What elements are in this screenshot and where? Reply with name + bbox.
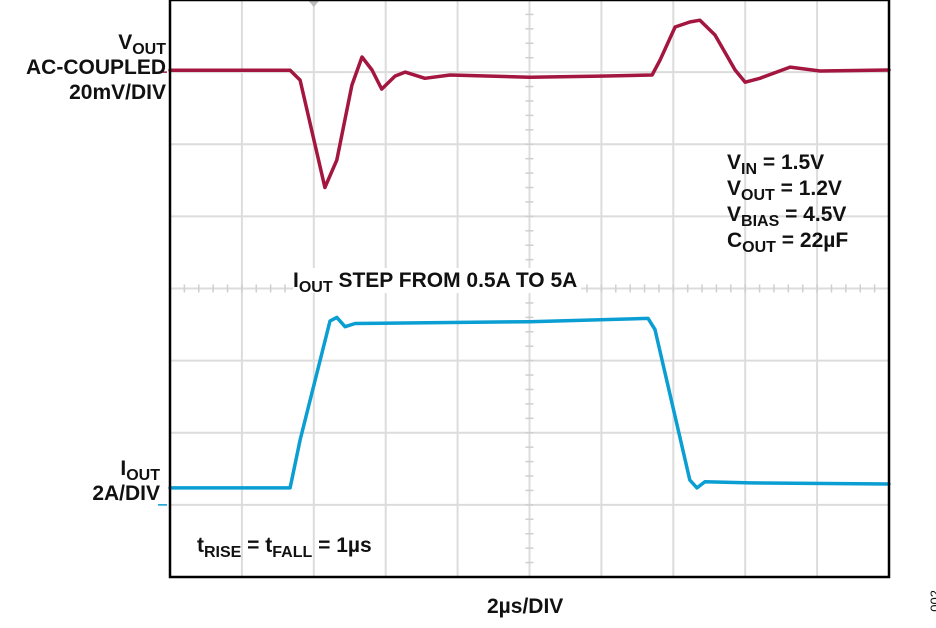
iout-channel-label: IOUT 2A/DIV [92, 457, 160, 505]
condition-vout: VOUT = 1.2V [727, 177, 842, 204]
traces [158, 18, 891, 506]
timing-annotation: tRISE = tFALL = 1µs [197, 534, 372, 561]
vout-channel-label: VOUT AC-COUPLED 20mV/DIV [26, 31, 166, 104]
figure-number: 002 [928, 590, 936, 612]
trace-vout [168, 18, 891, 190]
condition-vbias: VBIAS = 4.5V [727, 203, 847, 230]
x-axis-label: 2µs/DIV [487, 595, 564, 618]
condition-vin: VIN = 1.5V [727, 151, 825, 178]
plot-frame [168, 0, 891, 579]
condition-cout: COUT = 22µF [727, 229, 849, 256]
test-conditions: VIN = 1.5V VOUT = 1.2V VBIAS = 4.5V COUT… [727, 150, 849, 256]
trigger-marker-icon [307, 0, 320, 7]
trace-iout [168, 315, 891, 490]
step-annotation: IOUT STEP FROM 0.5A TO 5A [293, 268, 582, 296]
